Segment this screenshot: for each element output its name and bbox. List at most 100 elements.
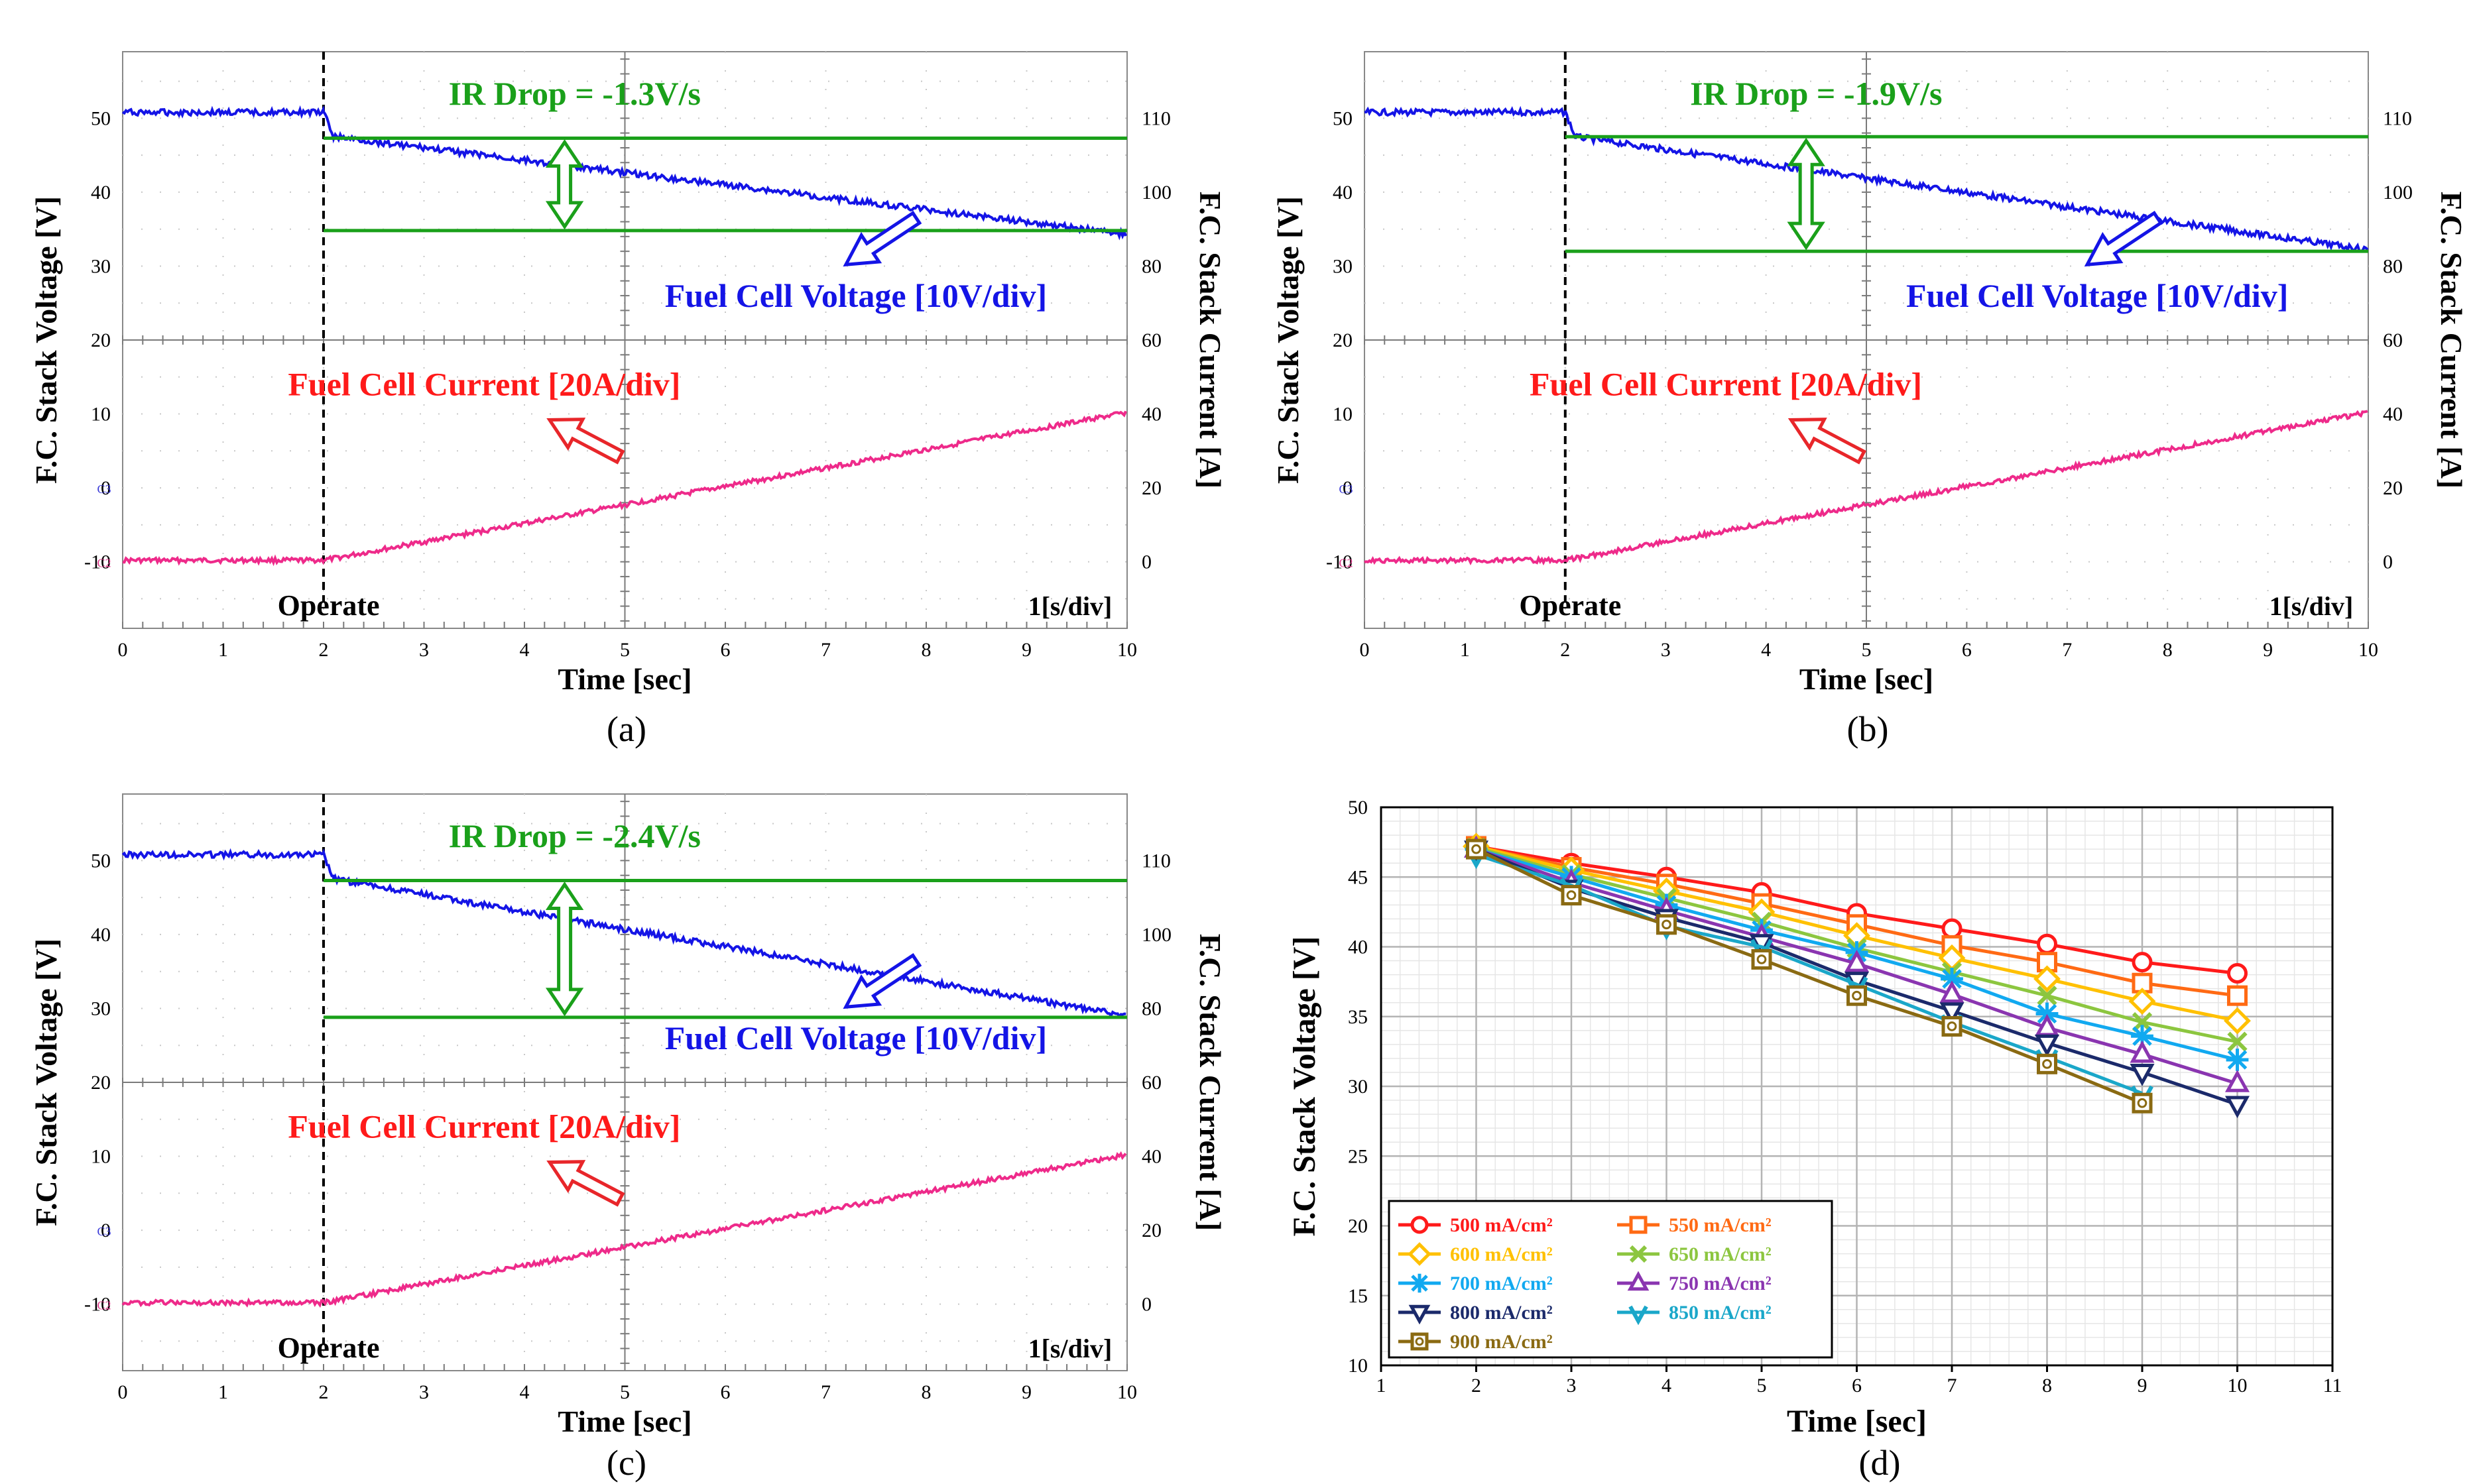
operate-label: Operate xyxy=(278,589,380,622)
x-tick-label: 4 xyxy=(1661,1375,1671,1397)
x-tick-label: 2 xyxy=(319,639,329,661)
left-tick-label: 0 xyxy=(1343,477,1353,499)
legend-label: 700 mA/cm² xyxy=(1450,1273,1553,1294)
star-marker xyxy=(1941,968,1963,990)
x-tick-label: 5 xyxy=(1862,639,1872,661)
x-tick-label: 5 xyxy=(1757,1375,1767,1397)
left-tick-label: 20 xyxy=(1333,329,1353,351)
square-dot-center xyxy=(1415,1337,1424,1346)
x-tick-label: 7 xyxy=(2062,639,2072,661)
x-tick-label: 0 xyxy=(118,1381,128,1403)
star-marker xyxy=(1410,1273,1429,1293)
ir-drop-label: IR Drop = -2.4V/s xyxy=(449,817,701,854)
x-axis-title: Time [sec] xyxy=(1787,1404,1927,1439)
x-tick-label: 0 xyxy=(118,639,128,661)
triangle-down-marker xyxy=(2224,1096,2250,1119)
left-tick-label: 10 xyxy=(91,1146,111,1168)
x-tick-label: 7 xyxy=(821,639,831,661)
y-axis-title-right: F.C. Stack Current [A] xyxy=(1193,934,1227,1231)
y-axis-title-left: F.C. Stack Voltage [V] xyxy=(29,196,63,484)
legend-label: 500 mA/cm² xyxy=(1450,1214,1553,1236)
square-dot-marker xyxy=(1751,948,1772,970)
square-dot-center xyxy=(2137,1098,2147,1108)
timebase-label: 1[s/div] xyxy=(1028,1334,1113,1363)
star-marker xyxy=(2131,1025,2153,1048)
right-tick-label: 100 xyxy=(1142,182,1172,203)
x-tick-label: 1 xyxy=(218,639,228,661)
x-axis-title: Time [sec] xyxy=(558,662,692,696)
x-axis-title: Time [sec] xyxy=(1799,662,1933,696)
right-tick-label: 40 xyxy=(2383,404,2403,426)
square-dot-marker xyxy=(1941,1015,1963,1037)
left-tick-label: 50 xyxy=(91,107,111,129)
voltage-trace xyxy=(121,848,1126,1019)
y-tick-label: 20 xyxy=(1348,1216,1368,1237)
current-series-label: Fuel Cell Current [20A/div] xyxy=(1530,366,1922,403)
x-marker xyxy=(1629,1245,1648,1263)
y-tick-label: 10 xyxy=(1348,1355,1368,1377)
right-tick-label: 20 xyxy=(1142,1220,1162,1241)
left-tick-label: 0 xyxy=(101,1220,111,1241)
left-tick-label: 10 xyxy=(91,404,111,426)
diamond-marker xyxy=(2224,1007,2251,1035)
y-tick-label: 45 xyxy=(1348,866,1368,888)
x-tick-label: 9 xyxy=(2138,1375,2147,1397)
x-tick-label: 3 xyxy=(419,639,429,661)
right-tick-label: 60 xyxy=(1142,329,1162,351)
x-tick-label: 8 xyxy=(922,639,932,661)
triangle-marker xyxy=(1939,980,1964,1003)
x-tick-label: 2 xyxy=(1471,1375,1481,1397)
y-tick-label: 15 xyxy=(1348,1285,1368,1307)
x-tick-label: 8 xyxy=(922,1381,932,1403)
current-series-label: Fuel Cell Current [20A/div] xyxy=(288,1108,680,1145)
voltage-trace xyxy=(121,105,1128,241)
right-tick-label: 0 xyxy=(1142,1294,1152,1316)
x-tick-label: 10 xyxy=(2358,639,2378,661)
y-axis-title-right: F.C. Stack Current [A] xyxy=(1193,192,1227,488)
x-tick-label: 6 xyxy=(721,1381,731,1403)
channel-2-marker: C2 xyxy=(97,1299,111,1312)
x-tick-label: 9 xyxy=(1022,639,1032,661)
y-tick-label: 40 xyxy=(1348,937,1368,958)
left-tick-label: 40 xyxy=(1333,182,1353,203)
x-tick-label: 8 xyxy=(2042,1375,2052,1397)
series-line xyxy=(1475,853,2143,1095)
open-triangle-marker xyxy=(1628,1305,1648,1326)
square-dot-marker xyxy=(2132,1092,2153,1113)
square-dot-marker xyxy=(2037,1053,2057,1074)
left-tick-label: 30 xyxy=(91,255,111,277)
x-tick-label: 10 xyxy=(1117,1381,1137,1403)
legend-label: 750 mA/cm² xyxy=(1669,1273,1772,1294)
square-dot-center xyxy=(1852,990,1862,1001)
x-tick-label: 6 xyxy=(721,639,731,661)
legend-box xyxy=(1388,1200,1833,1359)
y-axis-title-left: F.C. Stack Voltage [V] xyxy=(1271,196,1305,484)
right-tick-label: 40 xyxy=(1142,1146,1162,1168)
x-tick-label: 3 xyxy=(1661,639,1671,661)
triangle-down-marker xyxy=(2130,1064,2155,1086)
voltage-series-label: Fuel Cell Voltage [10V/div] xyxy=(665,277,1047,314)
channel-2-marker: C2 xyxy=(97,557,111,570)
left-tick-label: 40 xyxy=(91,924,111,946)
voltage-pointer-arrow-icon xyxy=(2084,210,2163,267)
y-tick-label: 50 xyxy=(1348,797,1368,819)
x-tick-label: 4 xyxy=(1761,639,1771,661)
square-dot-center xyxy=(1947,1021,1957,1031)
right-tick-label: 40 xyxy=(1142,404,1162,426)
x-tick-label: 5 xyxy=(620,1381,630,1403)
channel-3-marker: C3 xyxy=(97,1225,111,1238)
y-tick-label: 35 xyxy=(1348,1006,1368,1028)
operate-label: Operate xyxy=(1519,589,1621,622)
y-tick-label: 25 xyxy=(1348,1145,1368,1167)
left-tick-label: 40 xyxy=(91,182,111,203)
panel-caption: (b) xyxy=(1847,709,1889,749)
operate-label: Operate xyxy=(278,1332,380,1364)
right-tick-label: 80 xyxy=(1142,255,1162,277)
triangle-marker xyxy=(1844,949,1870,972)
x-tick-label: 9 xyxy=(2263,639,2273,661)
legend-label: 800 mA/cm² xyxy=(1450,1302,1553,1324)
legend-label: 600 mA/cm² xyxy=(1450,1243,1553,1265)
left-tick-label: 20 xyxy=(91,329,111,351)
